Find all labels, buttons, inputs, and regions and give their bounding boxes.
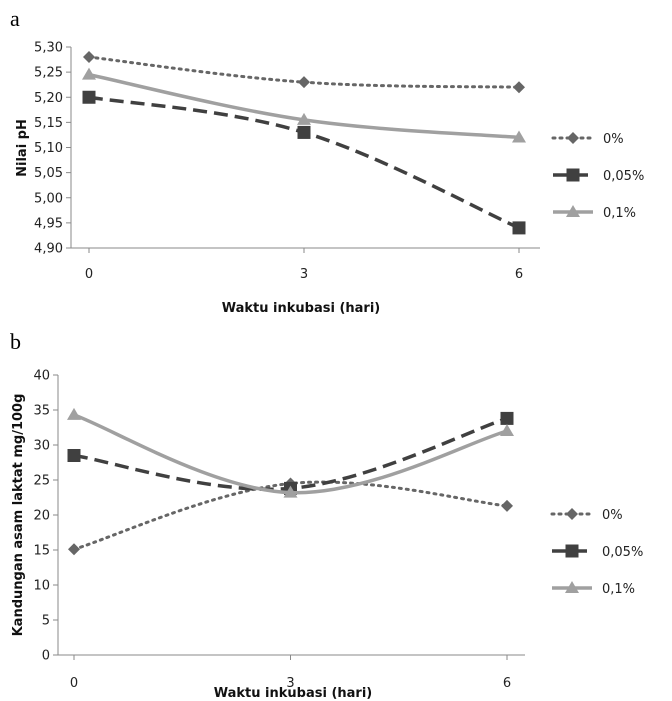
- y-tick-label: 5,05: [34, 166, 63, 181]
- data-point-diamond: [501, 499, 513, 512]
- legend-label: 0,05%: [603, 169, 644, 184]
- legend-a: 0% 0,05% 0,1%: [551, 132, 644, 221]
- y-axis-title-a: Nilai pH: [15, 119, 30, 177]
- x-tick-label: 0: [85, 267, 93, 282]
- legend-b: 0% 0,05% 0,1%: [550, 508, 643, 597]
- chart-panel-a: a Nilai pH Waktu inkubasi (hari) 4,904,9…: [10, 6, 644, 316]
- series-group-a: [82, 51, 526, 235]
- x-tick-label: 6: [503, 676, 511, 691]
- y-axis-title-b: Kandungan asam laktat mg/100g: [11, 394, 26, 637]
- x-axis-title-a: Waktu inkubasi (hari): [222, 301, 380, 316]
- y-tick-label: 25: [33, 474, 50, 489]
- legend-label: 0%: [602, 508, 623, 523]
- data-point-diamond: [83, 51, 95, 64]
- panel-label-b: b: [10, 329, 21, 354]
- legend-label: 0,1%: [603, 206, 636, 221]
- legend-marker-triangle: [565, 581, 579, 593]
- data-point-square: [297, 125, 311, 139]
- data-point-triangle: [67, 407, 81, 420]
- y-tick-label: 15: [33, 544, 50, 559]
- y-tick-label: 0: [42, 649, 50, 664]
- x-tick-label: 3: [286, 676, 294, 691]
- legend-marker-diamond: [567, 132, 579, 144]
- series-group-b: [67, 407, 514, 556]
- y-tick-label: 5,00: [34, 191, 63, 206]
- x-tick-label: 0: [70, 676, 78, 691]
- y-tick-label: 5,15: [34, 116, 63, 131]
- data-point-diamond: [68, 543, 80, 556]
- y-tick-label: 20: [33, 509, 50, 524]
- y-tick-label: 5: [42, 614, 50, 629]
- legend-label: 0%: [603, 132, 624, 147]
- legend-marker-triangle: [566, 205, 580, 217]
- y-tick-label: 30: [33, 439, 50, 454]
- y-axis-title-wrap-b: Kandungan asam laktat mg/100g: [11, 394, 26, 637]
- x-axis-title-b: Waktu inkubasi (hari): [214, 686, 372, 701]
- data-point-triangle: [512, 130, 526, 143]
- x-tick-label: 6: [515, 267, 523, 282]
- data-point-triangle: [82, 67, 96, 80]
- y-axis-title-wrap-a: Nilai pH: [15, 119, 30, 177]
- data-point-square: [500, 411, 514, 425]
- y-tick-label: 5,25: [34, 66, 63, 81]
- y-tick-label: 40: [33, 369, 50, 384]
- legend-marker-square: [566, 168, 580, 182]
- axes-a: 4,90 4,95 5,00 5,05 5,10 5,15 5,20 5,25 5,30 0 3 6: [34, 41, 540, 282]
- y-tick-label: 5,10: [34, 141, 63, 156]
- y-tick-label: 4,90: [34, 242, 63, 257]
- data-point-diamond: [298, 76, 310, 89]
- legend-marker-square: [565, 544, 579, 558]
- legend-label: 0,1%: [602, 582, 635, 597]
- data-point-square: [67, 449, 81, 462]
- data-point-triangle: [297, 112, 311, 125]
- y-tick-label: 5,30: [34, 41, 63, 56]
- y-tick-label: 5,20: [34, 91, 63, 106]
- data-point-triangle: [500, 424, 514, 436]
- x-tick-label: 3: [300, 267, 308, 282]
- y-tick-label: 10: [33, 579, 50, 594]
- y-tick-label: 4,95: [34, 216, 63, 231]
- data-point-triangle: [283, 485, 298, 498]
- y-tick-label: 35: [33, 404, 50, 419]
- panel-label-a: a: [10, 6, 20, 31]
- data-point-square: [82, 90, 96, 104]
- axes-b: 0 5 10 15 20 25 30 35 40 0 3 6: [33, 369, 525, 691]
- legend-marker-diamond: [566, 508, 578, 520]
- chart-panel-b: b Kandungan asam laktat mg/100g Waktu in…: [10, 329, 643, 701]
- data-point-diamond: [513, 81, 525, 94]
- data-point-square: [512, 221, 526, 235]
- legend-label: 0,05%: [602, 545, 643, 560]
